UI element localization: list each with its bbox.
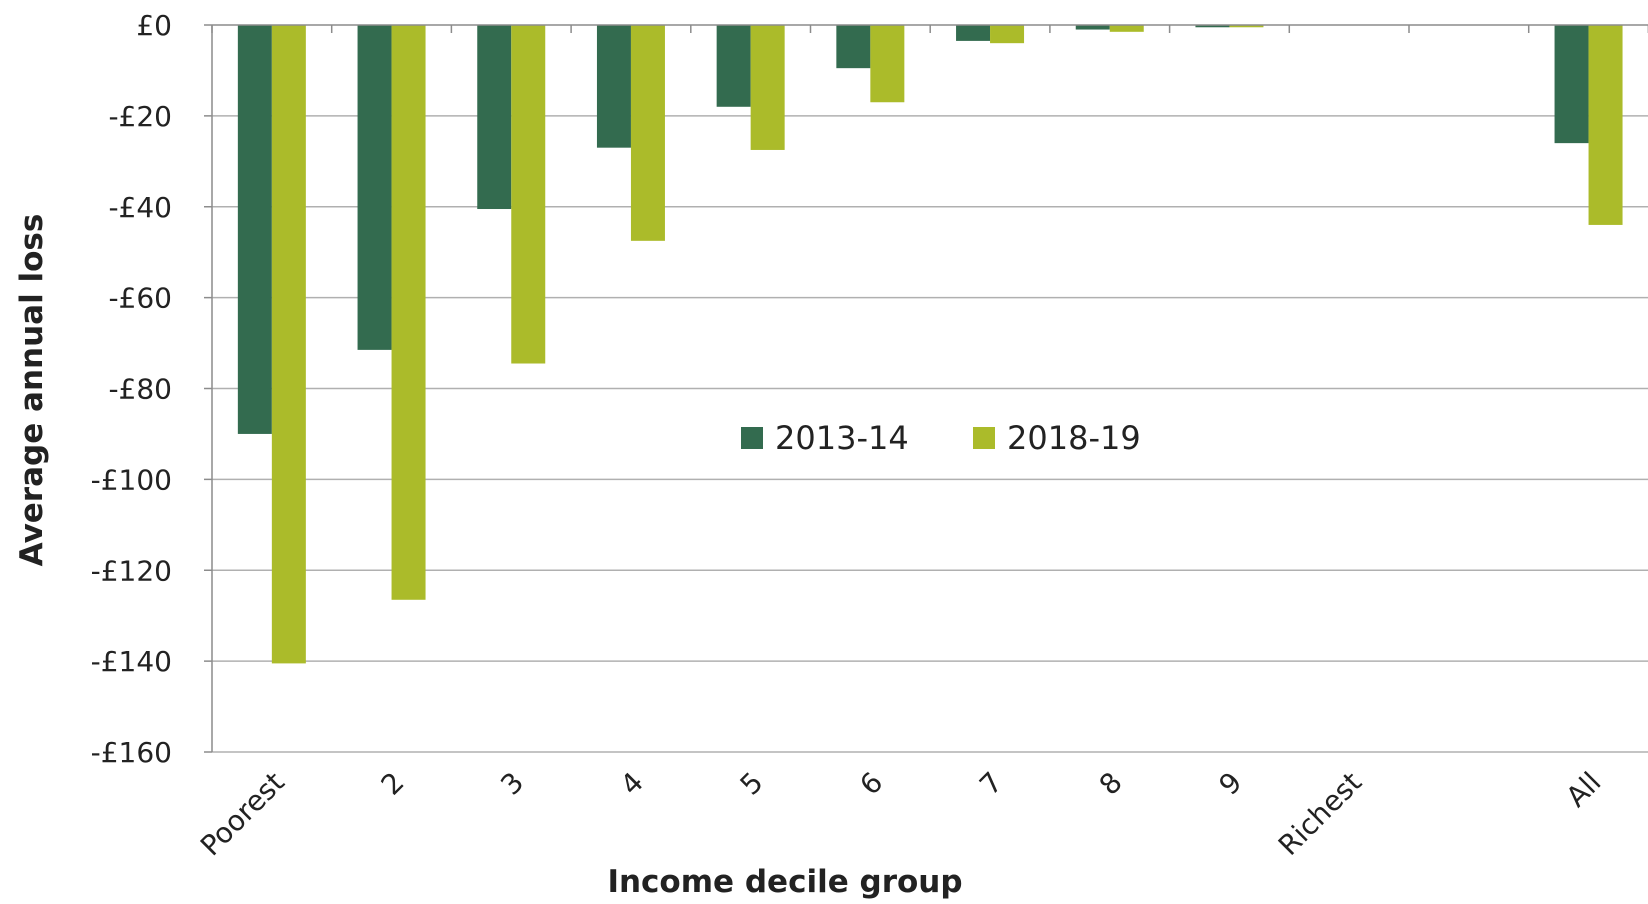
bar-2018-19 — [1588, 25, 1623, 225]
bar-2013-14 — [1075, 25, 1110, 30]
y-tick-label: -£20 — [108, 100, 172, 133]
y-axis-title: Average annual loss — [14, 214, 50, 567]
bar-2013-14 — [1554, 25, 1589, 144]
bar-2018-19 — [990, 25, 1025, 44]
y-tick-label: -£80 — [108, 373, 172, 406]
bar-2018-19 — [511, 25, 546, 364]
legend: 2013-14 2018-19 — [741, 419, 1141, 457]
y-tick-label: -£40 — [108, 191, 172, 224]
bar-2013-14 — [477, 25, 512, 210]
bar-2018-19 — [630, 25, 665, 241]
x-axis-title: Income decile group — [607, 864, 962, 900]
x-tick-label: 7 — [973, 766, 1009, 802]
x-tick-label: All — [1560, 766, 1608, 814]
x-tick-label: Richest — [1272, 766, 1368, 862]
y-tick-label: £0 — [136, 9, 172, 42]
legend-label: 2013-14 — [775, 419, 909, 457]
y-tick-labels: £0 -£20 -£40 -£60 -£80 -£100 -£120 -£140 -£160 — [91, 9, 172, 769]
y-tick-label: -£140 — [91, 645, 172, 678]
bar-2018-19 — [391, 25, 426, 600]
bar-2018-19 — [750, 25, 785, 150]
x-tick-labels: Poorest 2 3 4 5 6 7 8 9 Richest All — [194, 766, 1607, 863]
bar-2018-19 — [1229, 25, 1264, 28]
y-tick-label: -£100 — [91, 463, 172, 496]
bar-2013-14 — [956, 25, 991, 41]
x-tick-label: 4 — [614, 766, 650, 802]
x-tick-label: 6 — [853, 766, 889, 802]
bar-2013-14 — [357, 25, 392, 350]
legend-label: 2018-19 — [1007, 419, 1141, 457]
y-tick-label: -£160 — [91, 736, 172, 769]
axes — [211, 24, 1648, 752]
bar-2013-14 — [1195, 25, 1230, 28]
bars — [237, 25, 1623, 664]
bar-2018-19 — [870, 25, 905, 103]
x-tick-label: 8 — [1093, 766, 1129, 802]
legend-swatch — [973, 427, 995, 449]
x-tick-label: 9 — [1212, 766, 1248, 802]
legend-swatch — [741, 427, 763, 449]
bar-2013-14 — [237, 25, 272, 434]
x-tick-label: 5 — [734, 766, 770, 802]
y-tick-label: -£120 — [91, 554, 172, 587]
gridlines — [204, 24, 1648, 753]
bar-2018-19 — [1109, 25, 1144, 32]
bar-2018-19 — [271, 25, 306, 664]
bar-2013-14 — [596, 25, 631, 148]
bar-2013-14 — [716, 25, 751, 107]
y-tick-label: -£60 — [108, 282, 172, 315]
x-tick-label: 2 — [375, 766, 411, 802]
bar-2013-14 — [836, 25, 871, 69]
x-tick-label: 3 — [494, 766, 530, 802]
x-tick-label: Poorest — [194, 766, 291, 863]
